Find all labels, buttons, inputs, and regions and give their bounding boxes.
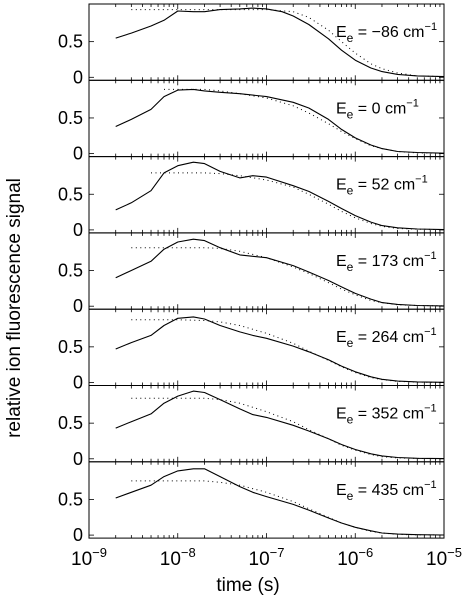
y-tick-label: 0.5	[58, 337, 83, 357]
fit-curve	[131, 9, 445, 78]
measured-curve	[115, 88, 445, 154]
y-tick-label: 0	[73, 525, 83, 545]
y-tick-label: 0.5	[58, 108, 83, 128]
chart-panels: 0 0.5 Ee = −86 cm−1 0 0.5 Ee = 0 cm−1 0 0.5 Ee =…	[58, 3, 445, 545]
panel-3: 0 0.5 Ee = 52 cm−1	[58, 156, 445, 240]
y-tick-label: 0	[73, 373, 83, 393]
x-tick-label: 10−6	[337, 545, 373, 570]
panel-energy-label: Ee = 435 cm−1	[336, 479, 437, 503]
y-tick-label: 0.5	[58, 489, 83, 509]
measured-curve	[115, 161, 445, 231]
x-tick-label: 10−8	[160, 545, 196, 570]
panel-energy-label: Ee = −86 cm−1	[336, 21, 437, 45]
y-tick-label: 0.5	[58, 32, 83, 52]
measured-curve	[115, 316, 445, 383]
measured-curve	[115, 468, 445, 536]
x-axis: 10−9 10−8 10−7 10−6 10−5	[71, 545, 462, 570]
x-axis-label: time (s)	[216, 575, 279, 596]
panel-energy-label: Ee = 0 cm−1	[336, 97, 419, 121]
measured-curve	[115, 390, 445, 460]
panel-energy-label: Ee = 52 cm−1	[336, 174, 428, 198]
y-tick-label: 0	[73, 296, 83, 316]
y-axis-label: relative ion fluorescence signal	[4, 178, 25, 438]
measured-curve	[115, 7, 445, 78]
y-tick-label: 0.5	[58, 413, 83, 433]
panel-energy-label: Ee = 173 cm−1	[336, 250, 437, 274]
panel-1: 0 0.5 Ee = −86 cm−1	[58, 3, 445, 87]
panel-frame	[88, 308, 445, 387]
panel-6: 0 0.5 Ee = 352 cm−1	[58, 385, 445, 469]
y-tick-label: 0.5	[58, 261, 83, 281]
panel-frame	[88, 79, 445, 158]
panel-frame	[88, 385, 445, 463]
y-tick-label: 0	[73, 220, 83, 240]
panel-energy-label: Ee = 352 cm−1	[336, 403, 437, 427]
panel-frame	[88, 156, 445, 234]
panel-energy-label: Ee = 264 cm−1	[336, 326, 437, 350]
y-tick-label: 0.5	[58, 184, 83, 204]
panel-5: 0 0.5 Ee = 264 cm−1	[58, 308, 445, 393]
x-tick-label: 10−7	[249, 545, 285, 570]
fit-curve	[164, 88, 445, 154]
y-tick-label: 0	[73, 449, 83, 469]
y-tick-label: 0	[73, 144, 83, 164]
y-tick-label: 0	[73, 67, 83, 87]
panel-frame	[88, 3, 445, 81]
x-tick-label: 10−9	[71, 545, 107, 570]
panel-frame	[88, 461, 445, 539]
panel-2: 0 0.5 Ee = 0 cm−1	[58, 79, 445, 164]
panel-7: 0 0.5 Ee = 435 cm−1	[58, 461, 445, 545]
measured-curve	[115, 238, 445, 307]
panel-4: 0 0.5 Ee = 173 cm−1	[58, 232, 445, 316]
panel-frame	[88, 232, 445, 310]
x-tick-label: 10−5	[426, 545, 462, 570]
